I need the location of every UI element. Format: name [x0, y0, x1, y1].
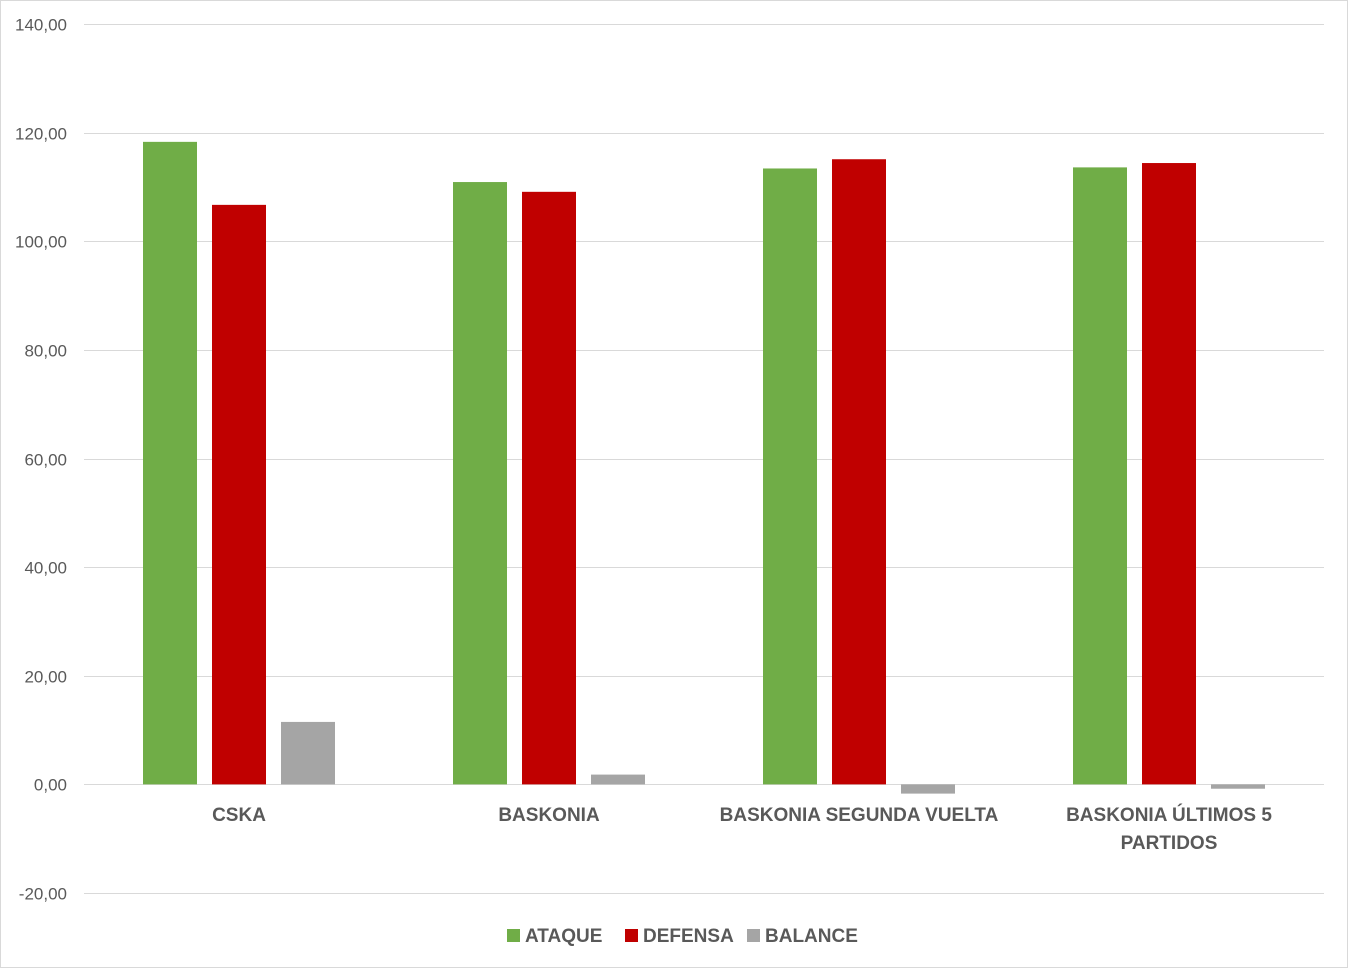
- x-category-label: BASKONIA SEGUNDA VUELTA: [720, 805, 999, 826]
- y-tick-label: 40,00: [24, 559, 67, 578]
- legend: ATAQUE DEFENSA BALANCE: [507, 926, 858, 947]
- legend-label: ATAQUE: [525, 926, 602, 947]
- legend-swatch: [747, 929, 760, 942]
- legend-item-balance: BALANCE: [747, 926, 858, 947]
- y-tick-label: 20,00: [24, 668, 67, 687]
- bar-balance: [281, 721, 335, 785]
- bar-ataque: [763, 168, 817, 785]
- x-category-label: BASKONIA ÚLTIMOS 5: [1066, 804, 1272, 826]
- bar-balance: [1211, 784, 1265, 789]
- x-axis-categories: CSKA BASKONIA BASKONIA SEGUNDA VUELTA BASKO…: [212, 804, 1272, 854]
- bar-ataque: [453, 182, 507, 785]
- y-tick-label: 100,00: [15, 233, 67, 252]
- y-axis-ticks: -20,00 0,00 20,00 40,00 60,00 80,00 100,00 120,…: [15, 16, 67, 904]
- gridlines: [84, 24, 1324, 894]
- legend-label: BALANCE: [765, 926, 858, 947]
- y-tick-label: 140,00: [15, 16, 67, 35]
- y-tick-label: 120,00: [15, 125, 67, 144]
- legend-label: DEFENSA: [643, 926, 734, 947]
- bar-defensa: [832, 159, 886, 785]
- bar-balance: [901, 784, 955, 794]
- legend-swatch: [625, 929, 638, 942]
- bar-ataque: [1073, 167, 1127, 785]
- y-tick-label: 60,00: [24, 451, 67, 470]
- x-category-label: CSKA: [212, 805, 266, 826]
- legend-swatch: [507, 929, 520, 942]
- bars: [143, 141, 1265, 794]
- bar-ataque: [143, 141, 197, 785]
- y-tick-label: 0,00: [34, 776, 67, 795]
- bar-defensa: [212, 204, 266, 785]
- legend-item-defensa: DEFENSA: [625, 926, 734, 947]
- legend-item-ataque: ATAQUE: [507, 926, 602, 947]
- y-tick-label: 80,00: [24, 342, 67, 361]
- x-category-label: BASKONIA: [498, 805, 600, 826]
- bar-balance: [591, 774, 645, 785]
- x-category-label: PARTIDOS: [1121, 833, 1218, 854]
- bar-defensa: [1142, 163, 1196, 785]
- y-tick-label: -20,00: [19, 885, 67, 904]
- bar-defensa: [522, 191, 576, 785]
